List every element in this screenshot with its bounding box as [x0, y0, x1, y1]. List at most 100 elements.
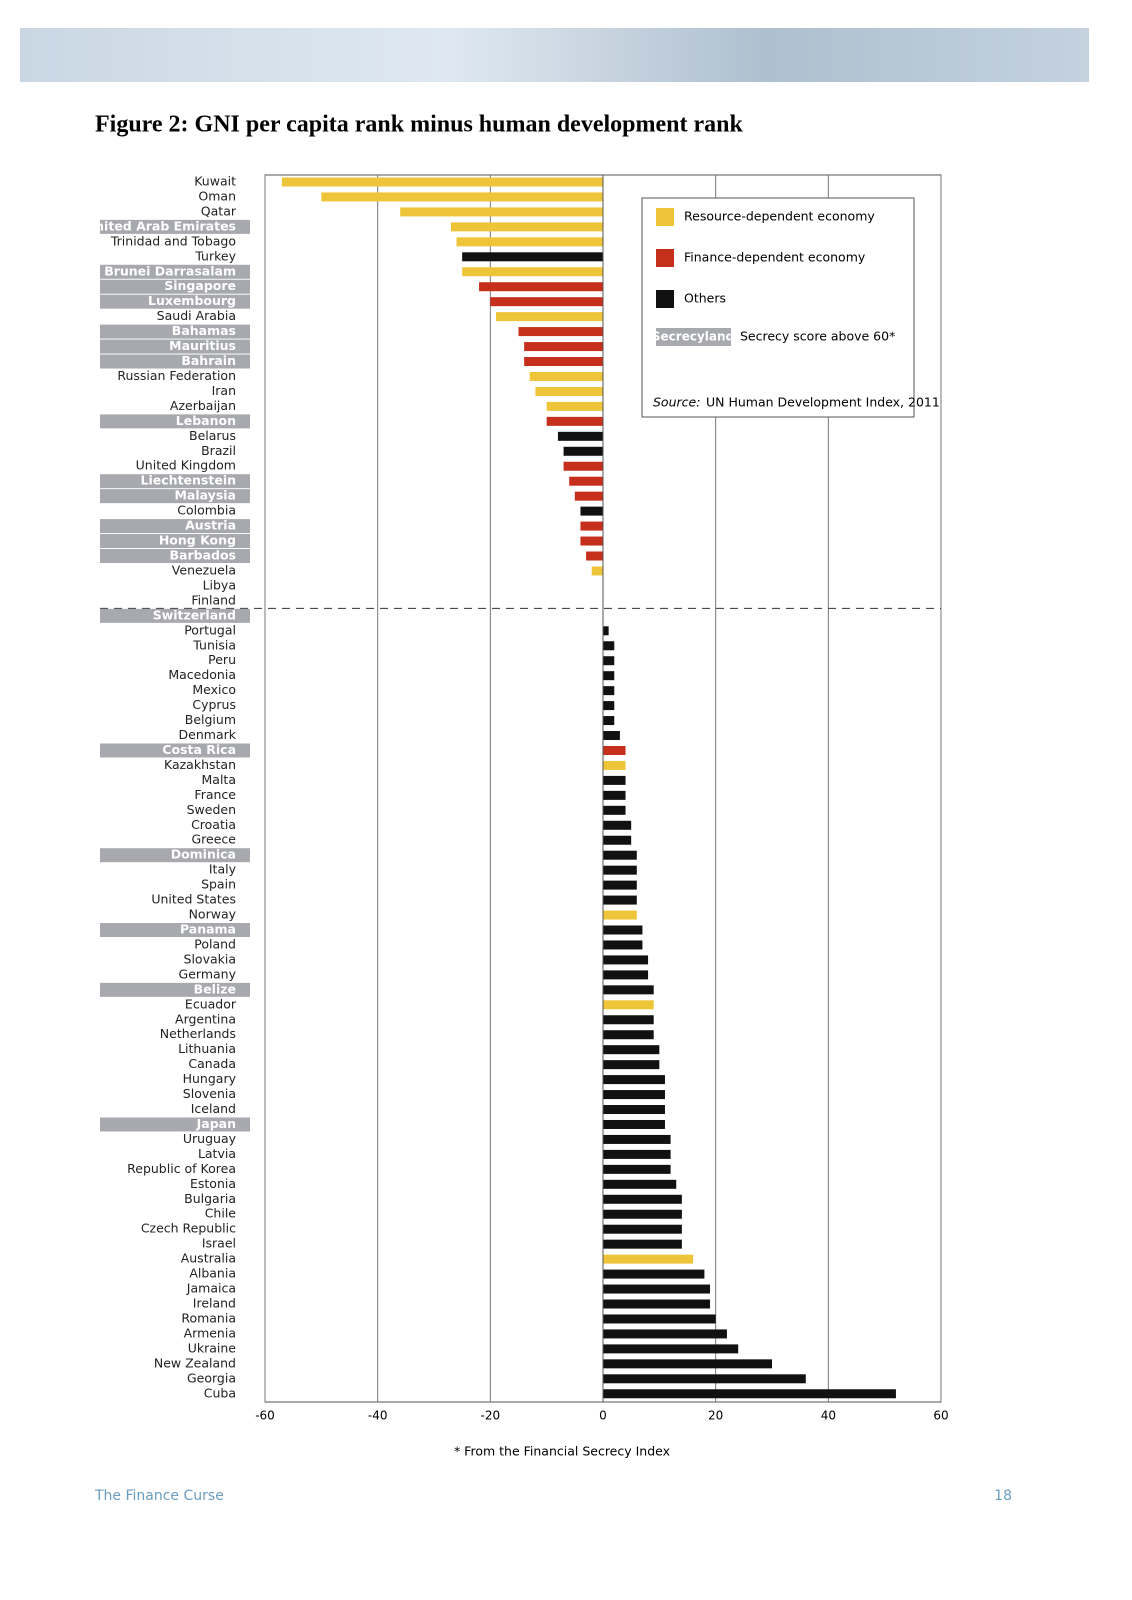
category-label: Singapore: [164, 278, 236, 293]
source-label: Source:: [653, 395, 700, 410]
category-label: Kuwait: [194, 174, 236, 189]
secrecy-highlight: [100, 294, 250, 309]
bar: [603, 1239, 682, 1249]
category-label: Croatia: [191, 817, 236, 832]
bar: [450, 222, 603, 232]
category-label: Turkey: [194, 248, 236, 263]
secrecy-highlight: [100, 982, 250, 997]
bar: [603, 970, 649, 980]
bar: [603, 1359, 772, 1369]
x-tick-label: 60: [933, 1409, 948, 1423]
bar: [524, 342, 603, 352]
x-tick-label: 40: [821, 1409, 836, 1423]
legend-secrecy-swatch: [656, 328, 731, 346]
bar: [518, 327, 603, 337]
category-label: Chile: [205, 1206, 237, 1221]
bar: [603, 1344, 739, 1354]
category-label: Kazakhstan: [164, 757, 236, 772]
bar: [591, 566, 603, 576]
secrecy-highlight: [100, 414, 250, 429]
bar: [603, 1060, 660, 1070]
category-label: Belize: [194, 981, 236, 996]
bar: [456, 237, 603, 247]
bar: [603, 1134, 671, 1144]
bar: [603, 1045, 660, 1055]
category-label: Lebanon: [176, 413, 236, 428]
category-label: Costa Rica: [162, 742, 236, 757]
secrecy-highlight: [100, 489, 250, 504]
category-label: Argentina: [175, 1011, 236, 1026]
category-label: Canada: [188, 1056, 236, 1071]
category-label: Belarus: [189, 428, 236, 443]
bar: [603, 1284, 711, 1294]
x-tick-label: -60: [255, 1409, 275, 1423]
bar: [603, 1015, 654, 1025]
bar: [603, 820, 632, 830]
category-label: Poland: [194, 936, 236, 951]
bar: [603, 1105, 665, 1115]
category-label: Bulgaria: [184, 1191, 236, 1206]
bar: [603, 1224, 682, 1234]
bar: [479, 282, 603, 292]
secrecy-highlight: [100, 519, 250, 534]
bar: [603, 745, 626, 755]
bar: [603, 835, 632, 845]
category-label: Jamaica: [186, 1281, 236, 1296]
category-label: Luxembourg: [148, 293, 236, 308]
legend-box: [641, 197, 915, 418]
category-label: Israel: [202, 1236, 236, 1251]
legend-label: Resource-dependent economy: [684, 209, 875, 224]
category-label: Czech Republic: [141, 1221, 236, 1236]
category-label: Georgia: [187, 1370, 236, 1385]
bar: [563, 446, 603, 456]
secrecy-highlight: [100, 923, 250, 937]
secrecy-highlight: [100, 354, 250, 369]
category-label: Malaysia: [174, 488, 236, 503]
category-label: Slovenia: [183, 1086, 236, 1101]
category-label: Mexico: [192, 682, 236, 697]
category-label: Ecuador: [185, 996, 237, 1011]
bar: [574, 491, 603, 501]
category-label: Macedonia: [168, 667, 236, 682]
category-label: Tunisia: [192, 637, 236, 652]
bar: [529, 371, 603, 381]
x-tick-label: 0: [599, 1409, 607, 1423]
secrecy-highlight: [100, 848, 250, 863]
bar: [603, 1314, 716, 1324]
legend-label: Others: [684, 291, 726, 306]
category-label: Denmark: [179, 727, 237, 742]
bar: [603, 760, 626, 770]
bar: [563, 461, 603, 471]
category-label: Liechtenstein: [141, 473, 236, 488]
bar: [603, 880, 637, 890]
bar: [603, 1119, 665, 1129]
bar: [580, 506, 603, 516]
bar: [569, 476, 603, 486]
category-label: Albania: [189, 1266, 236, 1281]
bar: [603, 1209, 682, 1219]
bar: [603, 1090, 665, 1100]
category-label: Russian Federation: [117, 368, 236, 383]
bar: [603, 1254, 694, 1264]
category-label: Bahrain: [181, 353, 236, 368]
bar: [546, 401, 603, 411]
category-label: Greece: [192, 832, 237, 847]
bar: [557, 431, 603, 441]
category-label: Japan: [196, 1116, 236, 1131]
bar: [603, 865, 637, 875]
secrecy-highlight: [100, 549, 250, 563]
legend-swatch: [656, 290, 674, 308]
category-label: Norway: [189, 907, 237, 922]
category-label: Lithuania: [178, 1041, 236, 1056]
secrecy-highlight: [100, 324, 250, 339]
category-label: Iran: [212, 383, 236, 398]
category-label: Peru: [208, 652, 236, 667]
bar: [603, 716, 615, 726]
bar: [603, 1194, 682, 1204]
bar: [535, 386, 603, 396]
bar: [603, 775, 626, 785]
footnote: * From the Financial Secrecy Index: [454, 1444, 670, 1459]
category-label: Uruguay: [183, 1131, 237, 1146]
category-label: Spain: [201, 877, 236, 892]
